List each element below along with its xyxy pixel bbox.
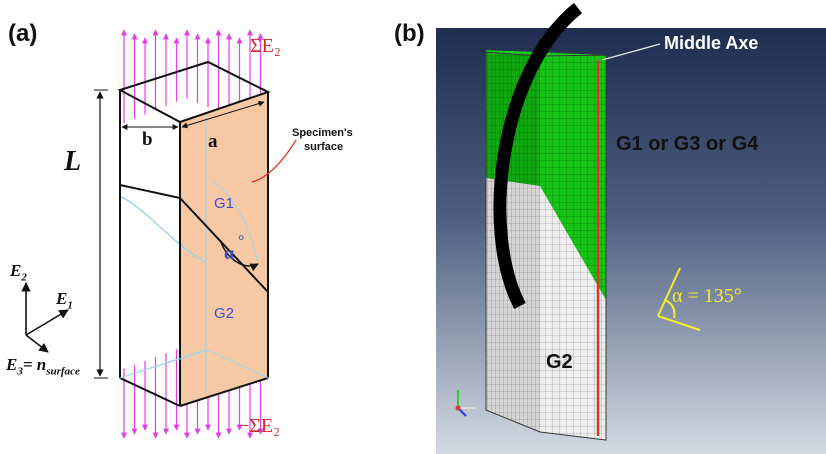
panel-b xyxy=(436,2,826,454)
width-a-dimension xyxy=(181,100,265,129)
panel-a xyxy=(21,29,297,439)
top-grain-label: G1 or G3 or G4 xyxy=(616,133,759,155)
bottom-grain-label: G2 xyxy=(546,351,573,373)
coordinate-axes xyxy=(21,282,69,353)
angle-135-label: α = 135° xyxy=(672,285,742,307)
hidden-grain-boundary xyxy=(119,195,206,263)
width-b-label: b xyxy=(142,129,153,150)
hidden-boundary-back xyxy=(211,179,259,263)
middle-axe-pointer xyxy=(601,43,661,61)
overlay-black-arc xyxy=(493,2,583,310)
mesh-grey-front xyxy=(540,186,606,440)
grain-boundary-line xyxy=(119,184,269,293)
panel-b-label: (b) xyxy=(394,20,425,47)
middle-axe-label: Middle Axe xyxy=(664,33,759,53)
length-label: L xyxy=(64,146,82,177)
surface-label-line1: Specimen's xyxy=(292,127,353,139)
width-a-label: a xyxy=(208,131,218,152)
triad-icon xyxy=(455,390,476,417)
stress-bottom-label: −ΣE₂ xyxy=(238,415,281,437)
angle-marker xyxy=(657,267,701,331)
grain-g1-label: G1 xyxy=(214,195,235,212)
axis-e3-label: E3= nsurface xyxy=(6,355,80,378)
surface-label-line2: surface xyxy=(304,141,344,153)
stress-top-label: ΣE₂ xyxy=(250,35,281,57)
hidden-base-back xyxy=(119,349,269,379)
surface-pointer xyxy=(251,139,297,183)
grain-g2-label: G2 xyxy=(214,305,235,322)
angle-arc xyxy=(219,239,259,272)
axis-e1-label: E1 xyxy=(56,289,73,312)
axis-e2-label: E2 xyxy=(10,261,27,284)
panel-a-label: (a) xyxy=(8,20,38,47)
angle-degree-label: ° xyxy=(238,233,245,250)
angle-alpha-label: α xyxy=(224,243,235,263)
e1-axis-arrow xyxy=(25,309,69,336)
e3-axis-arrow xyxy=(25,334,49,353)
mesh-green-front xyxy=(540,55,606,300)
